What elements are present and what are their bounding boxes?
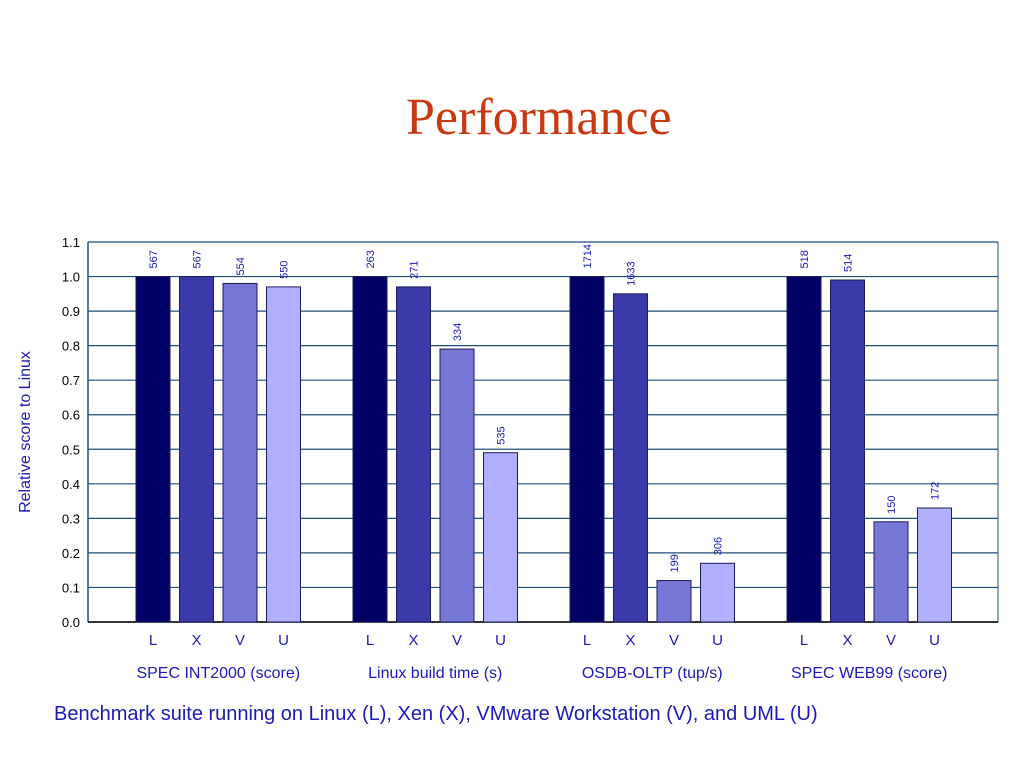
bar-value-label: 334 — [452, 323, 464, 341]
x-tick-label: U — [495, 632, 506, 649]
y-tick-label: 1.1 — [62, 235, 80, 250]
bar-value-label: 263 — [365, 250, 377, 268]
x-tick-label: X — [625, 632, 635, 649]
bar-value-label: 172 — [930, 482, 942, 500]
bar-V — [439, 348, 475, 623]
x-tick-label: U — [929, 632, 940, 649]
y-axis-label: Relative score to Linux — [17, 351, 34, 513]
bar-U — [700, 562, 735, 623]
bar-X — [396, 286, 431, 623]
bar-value-label: 199 — [669, 554, 681, 572]
bar-U — [483, 452, 518, 623]
y-tick-label: 0.2 — [62, 546, 80, 561]
x-tick-label: L — [366, 632, 374, 649]
y-tick-label: 0.0 — [62, 615, 80, 630]
bar-U — [266, 286, 301, 623]
y-tick-label: 0.8 — [62, 339, 80, 354]
y-tick-label: 0.7 — [62, 373, 80, 388]
benchmark-bar-chart: 0.0 0.1 0.2 0.3 0.4 0.5 0.6 0.7 0.8 0.9 1.0 1.1 Rela… — [17, 235, 999, 682]
bar-X — [179, 276, 214, 623]
group-label: Linux build time (s) — [368, 665, 502, 682]
x-tick-label: L — [800, 632, 808, 649]
bar-value-label: 1633 — [626, 261, 638, 285]
bar-L — [352, 276, 388, 623]
bar-value-label: 271 — [409, 261, 421, 279]
y-tick-label: 1.0 — [62, 270, 80, 285]
bar-L — [786, 276, 822, 623]
x-tick-label: X — [191, 632, 201, 649]
bar-L — [135, 276, 171, 623]
y-tick-label: 0.9 — [62, 304, 80, 319]
x-tick-label: V — [452, 632, 462, 649]
x-tick-label: L — [583, 632, 591, 649]
bar-X — [830, 279, 865, 623]
group-label: SPEC INT2000 (score) — [136, 665, 300, 682]
x-tick-label: V — [669, 632, 679, 649]
bar-value-label: 567 — [192, 250, 204, 268]
y-tick-label: 0.5 — [62, 442, 80, 457]
chart-caption: Benchmark suite running on Linux (L), Xe… — [54, 703, 818, 725]
x-tick-label: L — [149, 632, 157, 649]
bar-value-label: 550 — [279, 261, 291, 279]
x-tick-label: V — [886, 632, 896, 649]
bar-V — [222, 282, 258, 623]
bar-value-label: 567 — [148, 250, 160, 268]
bar-value-label: 306 — [713, 537, 725, 555]
bar-value-label: 518 — [799, 250, 811, 268]
x-tick-label: U — [278, 632, 289, 649]
group-label: OSDB-OLTP (tup/s) — [582, 665, 723, 682]
x-tick-label: X — [408, 632, 418, 649]
bar-value-label: 535 — [496, 426, 508, 444]
y-tick-label: 0.6 — [62, 408, 80, 423]
bar-value-label: 554 — [235, 257, 247, 275]
bar-value-label: 1714 — [582, 244, 594, 268]
y-tick-label: 0.1 — [62, 580, 80, 595]
y-tick-label: 0.3 — [62, 511, 80, 526]
group-label: SPEC WEB99 (score) — [791, 665, 947, 682]
x-tick-label: X — [842, 632, 852, 649]
x-tick-label: V — [235, 632, 245, 649]
bar-U — [917, 507, 952, 623]
slide-title: Performance — [406, 89, 672, 146]
bar-L — [569, 276, 605, 623]
bar-V — [656, 580, 692, 623]
x-tick-label: U — [712, 632, 723, 649]
bar-V — [873, 521, 909, 623]
y-tick-label: 0.4 — [62, 477, 80, 492]
bar-X — [613, 293, 648, 623]
bar-value-label: 514 — [843, 254, 855, 272]
bar-value-label: 150 — [886, 495, 898, 513]
